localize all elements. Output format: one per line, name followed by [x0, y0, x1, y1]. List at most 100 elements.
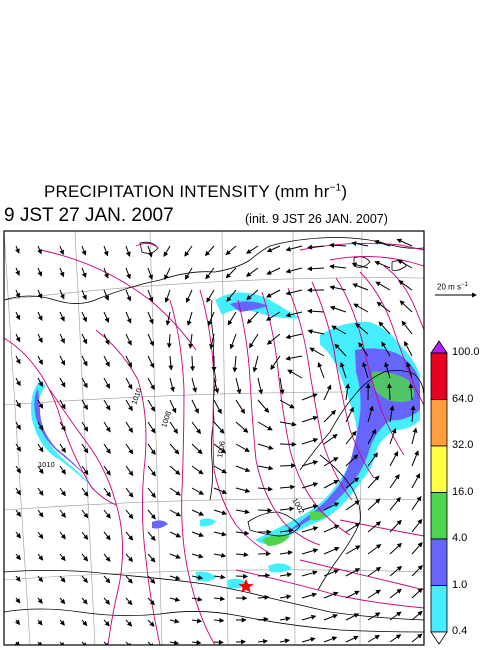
wind-arrow — [103, 421, 111, 433]
wind-arrow — [37, 619, 43, 626]
wind-arrow — [191, 465, 204, 475]
wind-arrow — [147, 575, 156, 584]
wind-arrow — [257, 616, 269, 622]
wind-arrow — [367, 612, 381, 621]
wind-arrow — [266, 245, 281, 253]
wind-arrow — [103, 289, 109, 301]
wind-arrow — [15, 487, 21, 496]
wind-arrow — [169, 399, 177, 414]
wind-arrow — [353, 303, 369, 313]
wind-arrow — [331, 325, 347, 335]
wind-arrow — [103, 245, 109, 257]
wind-arrow — [103, 509, 111, 519]
wind-arrow — [226, 289, 237, 302]
wind-arrow — [59, 509, 66, 518]
colorbar-swatch — [430, 538, 448, 586]
wind-arrow — [169, 421, 178, 435]
wind-arrow — [279, 572, 293, 578]
wind-arrow — [59, 487, 66, 497]
wind-arrow — [232, 355, 238, 373]
wind-arrow — [191, 377, 198, 393]
wind-arrow — [213, 421, 225, 434]
wind-arrow — [209, 333, 215, 350]
wind-arrow — [389, 588, 402, 599]
wind-arrow — [81, 311, 87, 323]
wind-arrow — [169, 509, 182, 517]
wind-arrow — [285, 245, 303, 252]
wind-arrow — [147, 377, 155, 391]
wind-arrow — [249, 333, 259, 349]
wind-arrow — [59, 641, 65, 645]
wind-arrow — [191, 640, 202, 645]
wind-arrow — [147, 619, 155, 627]
wind-arrow — [125, 465, 134, 477]
wind-arrow — [37, 333, 43, 344]
wind-arrow — [376, 301, 391, 313]
wind-arrow — [147, 289, 154, 303]
isobar-label: 1010 — [38, 460, 55, 469]
wind-arrow — [411, 564, 423, 577]
wind-arrow — [257, 573, 271, 579]
wind-arrow — [285, 355, 303, 361]
wind-arrow — [235, 443, 250, 452]
wind-arrow — [59, 267, 65, 278]
wind-arrow — [125, 355, 132, 368]
wind-arrow — [103, 597, 111, 605]
wind-arrow — [404, 340, 413, 357]
wind-arrow — [225, 267, 237, 279]
wind-arrow — [213, 377, 220, 394]
wind-arrow — [410, 405, 416, 423]
wind-arrow — [37, 421, 44, 431]
wind-arrow — [345, 522, 361, 533]
wind-arrow — [59, 355, 66, 366]
wind-arrow — [411, 427, 418, 445]
wind-arrow — [381, 341, 391, 357]
wind-arrow — [103, 267, 109, 279]
wind-arrow — [59, 443, 66, 453]
colorbar-label: 0.4 — [452, 625, 468, 637]
wind-arrow — [411, 610, 423, 621]
wind-arrow — [351, 241, 369, 247]
wind-arrow — [389, 542, 403, 555]
wind-arrow — [279, 421, 297, 427]
wind-arrow — [103, 443, 111, 455]
wind-arrow — [15, 311, 21, 321]
wind-arrow — [279, 377, 285, 395]
wind-arrow — [81, 399, 88, 411]
wind-arrow — [81, 531, 89, 540]
wind-arrow — [307, 329, 325, 335]
wind-arrow — [411, 633, 423, 643]
wind-arrow — [309, 347, 325, 357]
wind-arrow — [301, 570, 318, 577]
wind-arrow — [345, 477, 360, 489]
wind-arrow — [81, 597, 88, 605]
wind-arrow — [59, 289, 65, 300]
wind-arrow — [185, 289, 193, 304]
wind-arrow — [59, 553, 66, 562]
wind-arrow — [301, 438, 319, 445]
title-main: PRECIPITATION INTENSITY (mm hr — [44, 182, 330, 201]
map-frame — [3, 230, 425, 646]
wind-arrow — [345, 545, 361, 555]
wind-arrow — [103, 377, 110, 389]
wind-arrow — [15, 333, 21, 343]
wind-arrow — [59, 465, 66, 475]
wind-arrow — [125, 553, 134, 563]
wind-arrow — [389, 611, 402, 621]
wind-arrow — [59, 377, 66, 388]
wind-arrow — [81, 267, 87, 279]
wind-arrow — [397, 259, 413, 269]
wind-arrow — [147, 443, 156, 456]
wind-arrow — [345, 568, 361, 577]
colorbar-label: 1.0 — [452, 578, 468, 591]
map-title: PRECIPITATION INTENSITY (mm hr−1) — [44, 182, 347, 202]
wind-arrow — [279, 463, 296, 469]
wind-arrow — [270, 355, 281, 371]
wind-arrow — [213, 596, 226, 602]
wind-arrow — [37, 641, 43, 645]
title-exponent: −1 — [329, 182, 342, 194]
wind-arrow — [257, 594, 270, 600]
wind-arrow — [103, 333, 110, 346]
wind-arrow — [345, 613, 360, 621]
